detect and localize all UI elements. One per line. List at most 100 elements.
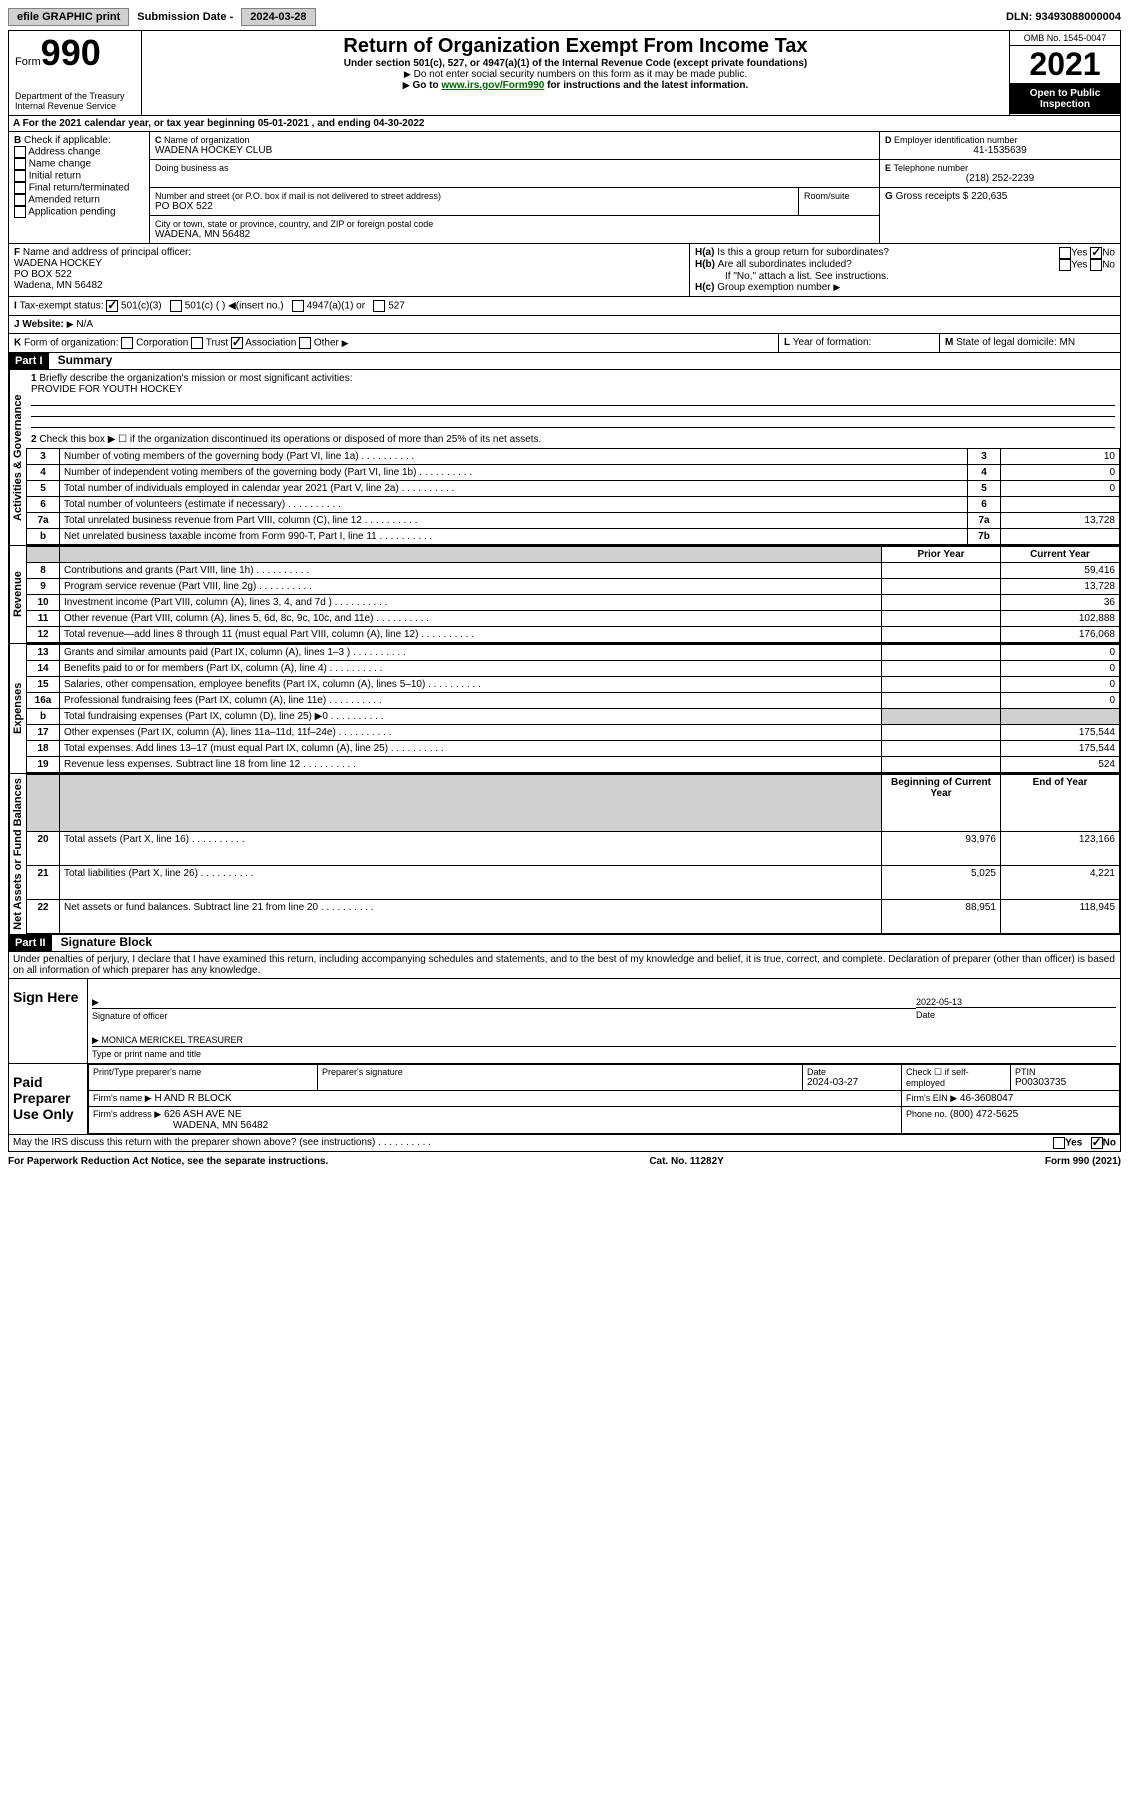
checkbox-4947[interactable] [292, 300, 304, 312]
no-label: No [1103, 1137, 1116, 1148]
opt-name-change: Name change [29, 159, 91, 170]
arrow-icon [404, 69, 411, 80]
instr-1: Do not enter social security numbers on … [414, 69, 747, 80]
instr-2c: for instructions and the latest informat… [544, 80, 748, 91]
sig-officer-label: Signature of officer [92, 1011, 916, 1021]
part1-header: Part I Summary [8, 353, 1121, 370]
no-label: No [1102, 248, 1115, 259]
expenses-table: 13Grants and similar amounts paid (Part … [26, 644, 1120, 773]
tax-year-range: For the 2021 calendar year, or tax year … [23, 118, 425, 129]
room-label: Room/suite [804, 191, 874, 201]
checkbox-irs-yes[interactable] [1053, 1137, 1065, 1149]
checkbox-name-change[interactable] [14, 158, 26, 170]
form-left: Form990 Department of the Treasury Inter… [9, 31, 142, 115]
street: PO BOX 522 [155, 201, 793, 212]
ha-label: Is this a group return for subordinates? [717, 247, 889, 258]
opt-app-pending: Application pending [28, 207, 115, 218]
preparer-table: Print/Type preparer's name Preparer's si… [88, 1064, 1120, 1134]
k-label: Form of organization: [24, 338, 119, 349]
department: Department of the Treasury Internal Reve… [15, 91, 135, 111]
netassets-section: Net Assets or Fund Balances Beginning of… [8, 774, 1121, 935]
g-label: Gross receipts $ [896, 191, 969, 202]
submission-date-button[interactable]: 2024-03-28 [241, 8, 315, 26]
arrow-icon [833, 282, 840, 293]
phone-label: Phone no. [906, 1109, 947, 1119]
hb-note: If "No," attach a list. See instructions… [695, 271, 1115, 282]
paid-preparer-label: Paid Preparer Use Only [9, 1064, 88, 1134]
efile-button[interactable]: efile GRAPHIC print [8, 8, 129, 26]
mission: PROVIDE FOR YOUTH HOCKEY [31, 384, 1115, 395]
line-a: A For the 2021 calendar year, or tax yea… [8, 116, 1121, 132]
checkbox-assoc[interactable] [231, 337, 243, 349]
gross-receipts: 220,635 [971, 191, 1007, 202]
checkbox-hb-yes[interactable] [1059, 259, 1071, 271]
checkbox-ha-no[interactable] [1090, 247, 1102, 259]
opt-527: 527 [388, 301, 405, 312]
vlabel-netassets: Net Assets or Fund Balances [9, 774, 26, 934]
irs-discuss-label: May the IRS discuss this return with the… [13, 1137, 375, 1148]
opt-corp: Corporation [136, 338, 188, 349]
netassets-table: Beginning of Current YearEnd of Year20To… [26, 774, 1120, 934]
governance-table: 3Number of voting members of the governi… [26, 448, 1120, 545]
website: N/A [76, 319, 93, 330]
opt-trust: Trust [206, 338, 228, 349]
irs-link[interactable]: www.irs.gov/Form990 [441, 80, 544, 91]
checkbox-hb-no[interactable] [1090, 259, 1102, 271]
top-bar: efile GRAPHIC print Submission Date - 20… [8, 8, 1121, 26]
part2-header: Part II Signature Block [8, 935, 1121, 952]
arrow-icon [67, 319, 74, 330]
checkbox-527[interactable] [373, 300, 385, 312]
paid-preparer-block: Paid Preparer Use Only Print/Type prepar… [8, 1064, 1121, 1135]
i-label: Tax-exempt status: [20, 301, 104, 312]
b-label: Check if applicable: [24, 135, 111, 146]
dln: DLN: 93493088000004 [1006, 11, 1121, 23]
checkbox-address-change[interactable] [14, 146, 26, 158]
omb-number: OMB No. 1545-0047 [1010, 31, 1120, 46]
checkbox-501c3[interactable] [106, 300, 118, 312]
city: WADENA, MN 56482 [155, 229, 874, 240]
firm-addr-label: Firm's address ▶ [93, 1109, 161, 1119]
q1-label: Briefly describe the organization's miss… [39, 373, 352, 384]
tax-year: 2021 [1010, 46, 1120, 84]
section-h: H(a) Is this a group return for subordin… [690, 244, 1120, 296]
hb-label: Are all subordinates included? [718, 259, 852, 270]
sign-here-block: Sign Here ▶Signature of officer 2022-05-… [8, 979, 1121, 1064]
irs-discuss-row: May the IRS discuss this return with the… [8, 1135, 1121, 1152]
opt-final-return: Final return/terminated [29, 183, 130, 194]
checkbox-irs-no[interactable] [1091, 1137, 1103, 1149]
part2-title: Signature Block [55, 935, 152, 949]
m-label: State of legal domicile: [956, 337, 1057, 348]
j-label: Website: [22, 319, 64, 330]
instr-2a: Go to [412, 80, 441, 91]
footer-left: For Paperwork Reduction Act Notice, see … [8, 1156, 328, 1167]
hc-label: Group exemption number [717, 282, 830, 293]
checkbox-other[interactable] [299, 337, 311, 349]
checkbox-amended[interactable] [14, 194, 26, 206]
e-label: Telephone number [894, 163, 969, 173]
prep-date-label: Date [807, 1067, 897, 1077]
org-name: WADENA HOCKEY CLUB [155, 145, 874, 156]
checkbox-initial-return[interactable] [14, 170, 26, 182]
dln-value: 93493088000004 [1035, 11, 1121, 23]
form-number: 990 [41, 32, 101, 73]
revenue-section: Revenue Prior YearCurrent Year8Contribut… [8, 546, 1121, 644]
dln-label: DLN: [1006, 11, 1035, 23]
checkbox-app-pending[interactable] [14, 206, 26, 218]
prep-date: 2024-03-27 [807, 1077, 897, 1088]
dba-label: Doing business as [155, 163, 874, 173]
section-c: C Name of organization WADENA HOCKEY CLU… [150, 132, 880, 243]
opt-4947: 4947(a)(1) or [307, 301, 365, 312]
opt-address-change: Address change [28, 147, 100, 158]
opt-other: Other [314, 338, 339, 349]
insert-no: (insert no.) [236, 301, 284, 312]
name-title-label: Type or print name and title [92, 1049, 1116, 1059]
opt-501c: 501(c) ( ) [185, 301, 226, 312]
checkbox-ha-yes[interactable] [1059, 247, 1071, 259]
firm-addr: 626 ASH AVE NE [164, 1109, 242, 1120]
checkbox-trust[interactable] [191, 337, 203, 349]
opt-initial-return: Initial return [29, 171, 81, 182]
vlabel-expenses: Expenses [9, 644, 26, 773]
checkbox-final-return[interactable] [14, 182, 26, 194]
checkbox-501c[interactable] [170, 300, 182, 312]
checkbox-corp[interactable] [121, 337, 133, 349]
